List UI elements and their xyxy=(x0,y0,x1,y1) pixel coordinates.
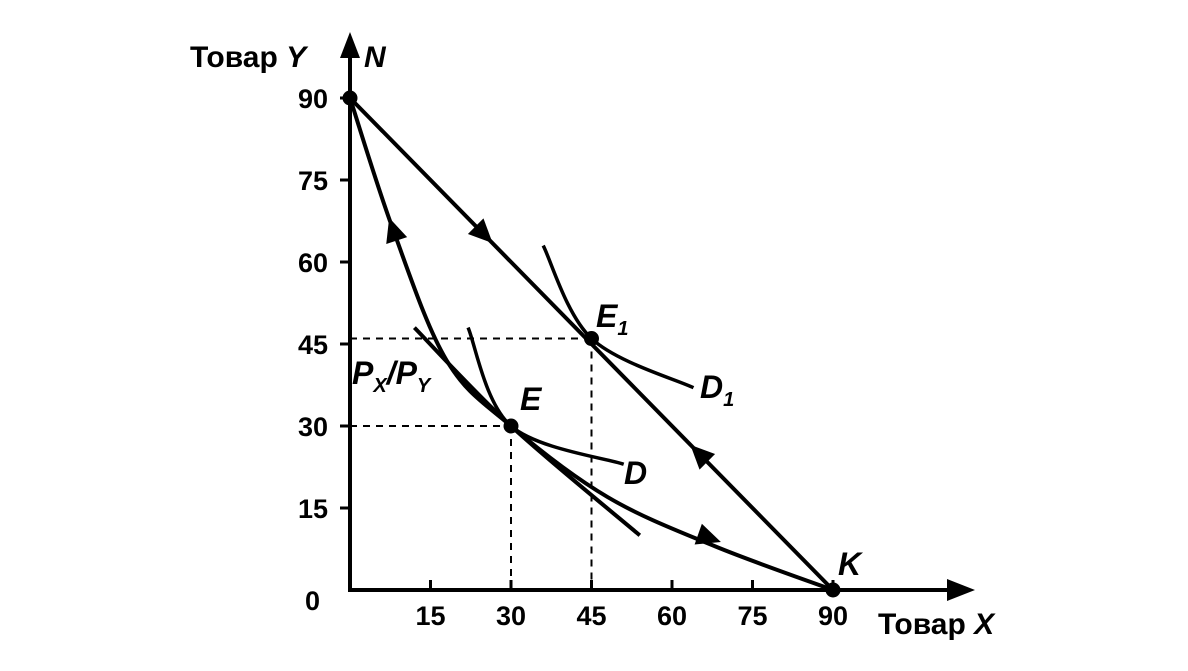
price-ratio-sub1: X xyxy=(372,375,388,397)
series-arrows-group xyxy=(386,217,721,545)
x-axis-title-var: X xyxy=(972,608,996,641)
y-axis-title: Товар Y xyxy=(190,41,309,74)
axis-top-label: N xyxy=(364,41,387,74)
price-ratio-p1: P xyxy=(352,355,374,391)
y-axis-arrow-icon xyxy=(340,32,360,58)
origin-label: 0 xyxy=(305,586,320,616)
price-ratio-p2: P xyxy=(396,355,418,391)
x-axis-arrow-icon xyxy=(947,579,975,601)
price-ratio-label: PX/PY xyxy=(352,355,432,397)
point-label-k: K xyxy=(838,546,864,582)
point-label-e: E xyxy=(520,381,543,417)
x-tick-label: 60 xyxy=(657,601,687,631)
points-group xyxy=(342,90,841,598)
x-tick-label: 90 xyxy=(818,601,848,631)
x-tick-label: 75 xyxy=(737,601,767,631)
curve-label-d1: D1 xyxy=(700,369,734,411)
path-arrow-up-icon xyxy=(386,217,408,245)
point-marker xyxy=(825,582,841,598)
price-ratio-sub2: Y xyxy=(417,375,432,397)
path-arrow-right-icon xyxy=(694,523,721,545)
x-tick-label: 15 xyxy=(415,601,445,631)
curve-label-d: D xyxy=(624,455,647,491)
y-axis-title-prefix: Товар xyxy=(190,41,278,74)
y-tick-label: 75 xyxy=(298,166,328,196)
y-tick-label: 90 xyxy=(298,84,328,114)
point-label-e1-sub: 1 xyxy=(617,318,628,340)
x-tick-label: 45 xyxy=(576,601,606,631)
budget-arrow-down-icon xyxy=(467,218,493,244)
price-ratio-slash: / xyxy=(385,355,399,391)
y-tick-label: 60 xyxy=(298,248,328,278)
x-tick-label: 30 xyxy=(496,601,526,631)
indifference-curve-d xyxy=(466,326,625,466)
tick-labels-group: 15 30 45 60 75 90 15 30 45 60 75 90 xyxy=(298,84,848,631)
y-axis-title-var: Y xyxy=(286,41,309,74)
y-tick-label: 15 xyxy=(298,494,328,524)
curve-label-d1-sub: 1 xyxy=(723,389,734,411)
point-label-e1-main: E xyxy=(596,298,619,334)
x-axis-title-prefix: Товар xyxy=(878,608,966,641)
y-tick-label: 45 xyxy=(298,330,328,360)
point-marker xyxy=(342,90,358,106)
curve-label-d1-main: D xyxy=(700,369,723,405)
point-label-e1: E1 xyxy=(596,298,628,340)
point-marker xyxy=(584,331,599,347)
point-marker xyxy=(503,418,519,434)
budget-arrow-up-icon xyxy=(690,444,716,470)
x-axis-title: Товар X xyxy=(878,608,996,641)
y-tick-label: 30 xyxy=(298,412,328,442)
